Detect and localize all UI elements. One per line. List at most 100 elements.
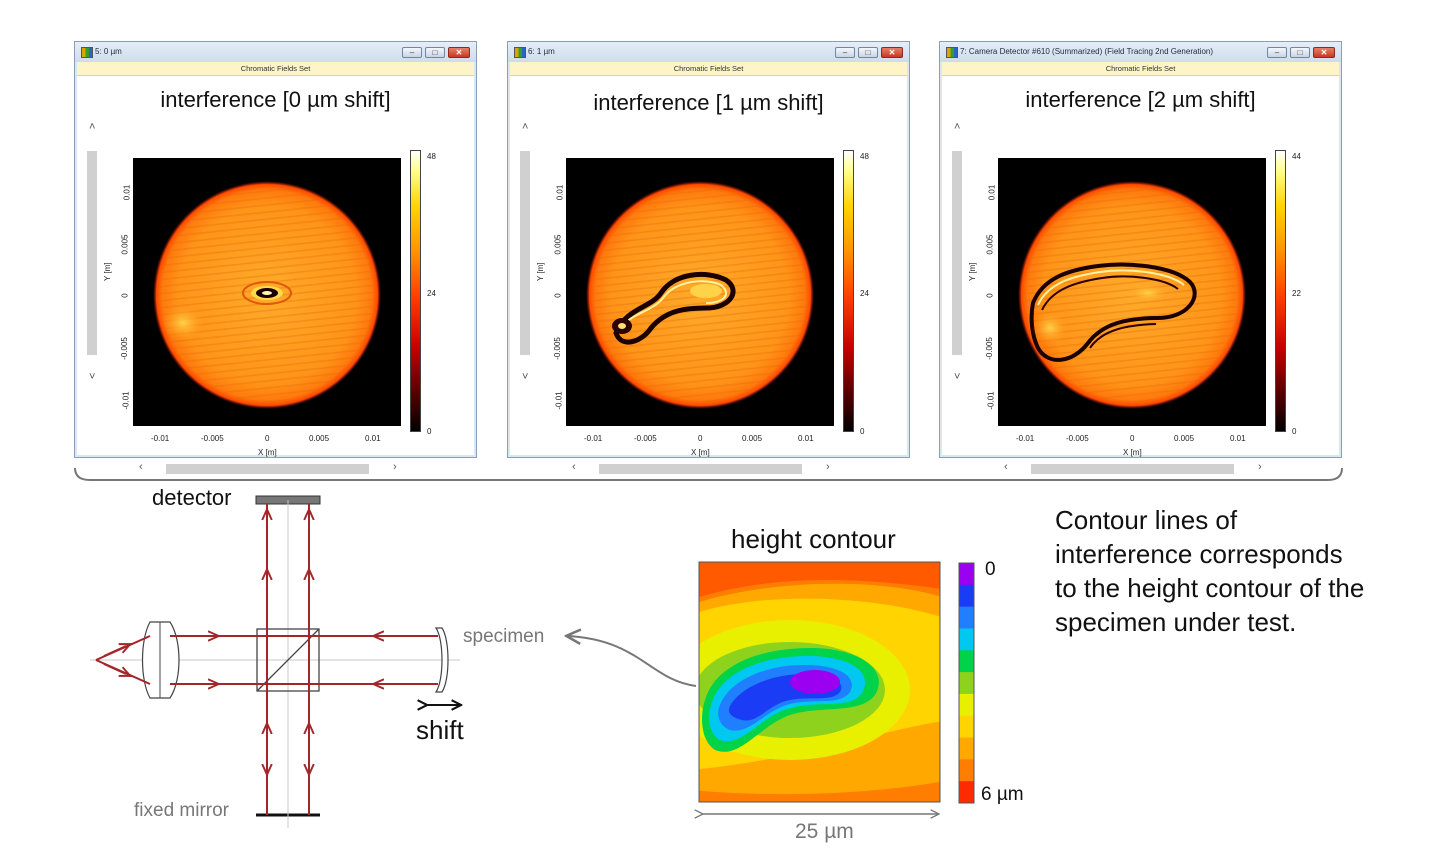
window-subtitle: Chromatic Fields Set bbox=[77, 62, 474, 76]
scroll-up-icon[interactable]: ˄ bbox=[954, 121, 961, 133]
x-tick: 0.01 bbox=[365, 434, 381, 443]
vertical-scrollbar[interactable] bbox=[520, 151, 530, 355]
x-tick: -0.01 bbox=[1016, 434, 1035, 443]
vertical-scrollbar[interactable] bbox=[87, 151, 97, 355]
scale-swatch bbox=[959, 606, 974, 629]
scroll-right-icon[interactable]: › bbox=[1258, 461, 1262, 473]
height-contour-map bbox=[670, 561, 941, 814]
caption-line: Contour lines of bbox=[1055, 505, 1238, 535]
grouping-brace bbox=[74, 467, 1343, 481]
scale-border bbox=[958, 562, 975, 804]
scale-swatch bbox=[959, 715, 974, 739]
x-axis-label: X [m] bbox=[1123, 448, 1142, 457]
scale-swatch bbox=[959, 781, 974, 804]
caption: Contour lines of interference correspond… bbox=[1055, 503, 1364, 639]
colorbar-tick: 0 bbox=[427, 427, 432, 436]
scale-swatch bbox=[959, 759, 974, 782]
scroll-down-icon[interactable]: ˅ bbox=[522, 371, 529, 383]
colorbar-tick: 44 bbox=[1292, 152, 1301, 161]
scale-swatch bbox=[959, 563, 974, 586]
x-tick: 0 bbox=[1130, 434, 1135, 443]
window-titlebar[interactable]: 6: 1 µm – □ ✕ bbox=[508, 42, 909, 62]
x-tick: -0.01 bbox=[151, 434, 170, 443]
colorbar-tick: 48 bbox=[860, 152, 869, 161]
plot-title: interference [0 µm shift] bbox=[160, 87, 391, 112]
scale-top-label: 0 bbox=[985, 559, 996, 580]
vertical-scrollbar[interactable] bbox=[952, 151, 962, 355]
plot-window-1um: 6: 1 µm – □ ✕ Chromatic Fields Set inter… bbox=[507, 41, 910, 474]
minimize-icon[interactable]: – bbox=[402, 47, 422, 58]
colorbar-tick: 0 bbox=[1292, 427, 1297, 436]
plot-window-2um: 7: Camera Detector #610 (Summarized) (Fi… bbox=[939, 41, 1342, 474]
colorbar-tick: 0 bbox=[860, 427, 865, 436]
fixed-mirror-label: fixed mirror bbox=[134, 800, 230, 821]
x-tick: 0.01 bbox=[798, 434, 814, 443]
michelson-setup bbox=[90, 495, 460, 828]
close-icon[interactable]: ✕ bbox=[448, 47, 470, 58]
minimize-icon[interactable]: – bbox=[1267, 47, 1287, 58]
x-tick: -0.005 bbox=[634, 434, 657, 443]
colorbar-tick: 24 bbox=[860, 289, 869, 298]
interference-image bbox=[566, 158, 834, 426]
scroll-left-icon[interactable]: ‹ bbox=[139, 461, 143, 473]
scroll-up-icon[interactable]: ˄ bbox=[522, 121, 529, 133]
scale-swatch bbox=[959, 628, 974, 651]
scale-swatch bbox=[959, 672, 974, 695]
colorbar-tick: 24 bbox=[427, 289, 436, 298]
app-icon bbox=[946, 47, 958, 58]
scale-swatch bbox=[959, 737, 974, 760]
specimen-connector bbox=[568, 636, 697, 687]
window-subtitle: Chromatic Fields Set bbox=[942, 62, 1339, 76]
colorbar bbox=[410, 150, 421, 432]
scale-swatch bbox=[959, 584, 974, 608]
horizontal-scrollbar[interactable] bbox=[166, 464, 369, 474]
plot-pane: interference [2 µm shift] ˄ ˅ ‹ › Y [m] … bbox=[942, 76, 1339, 474]
close-icon[interactable]: ✕ bbox=[1313, 47, 1335, 58]
detector-label: detector bbox=[152, 485, 232, 510]
width-label: 25 µm bbox=[795, 820, 854, 843]
contour-scale bbox=[958, 562, 975, 804]
maximize-icon[interactable]: □ bbox=[858, 47, 878, 58]
maximize-icon[interactable]: □ bbox=[1290, 47, 1310, 58]
scale-swatch bbox=[959, 650, 974, 673]
window-title: 7: Camera Detector #610 (Summarized) (Fi… bbox=[960, 47, 1213, 56]
scroll-down-icon[interactable]: ˅ bbox=[89, 371, 96, 383]
x-tick: 0.01 bbox=[1230, 434, 1246, 443]
close-icon[interactable]: ✕ bbox=[881, 47, 903, 58]
app-icon bbox=[514, 47, 526, 58]
app-icon bbox=[81, 47, 93, 58]
x-tick: -0.005 bbox=[201, 434, 224, 443]
colorbar bbox=[843, 150, 854, 432]
window-title: 5: 0 µm bbox=[95, 47, 122, 56]
x-tick: 0.005 bbox=[742, 434, 763, 443]
interference-image bbox=[998, 158, 1266, 426]
x-axis-label: X [m] bbox=[691, 448, 710, 457]
horizontal-scrollbar[interactable] bbox=[1031, 464, 1234, 474]
x-tick: 0.005 bbox=[1174, 434, 1195, 443]
scroll-down-icon[interactable]: ˅ bbox=[954, 371, 961, 383]
window-subtitle: Chromatic Fields Set bbox=[510, 62, 907, 76]
plot-window-0um: 5: 0 µm – □ ✕ Chromatic Fields Set inter… bbox=[74, 41, 477, 474]
horizontal-scrollbar[interactable] bbox=[599, 464, 802, 474]
specimen-label: specimen bbox=[463, 626, 545, 647]
x-tick: 0 bbox=[698, 434, 703, 443]
scroll-right-icon[interactable]: › bbox=[826, 461, 830, 473]
window-titlebar[interactable]: 7: Camera Detector #610 (Summarized) (Fi… bbox=[940, 42, 1341, 62]
x-tick: 0 bbox=[265, 434, 270, 443]
scroll-left-icon[interactable]: ‹ bbox=[572, 461, 576, 473]
colorbar bbox=[1275, 150, 1286, 432]
shift-label: shift bbox=[416, 715, 464, 745]
maximize-icon[interactable]: □ bbox=[425, 47, 445, 58]
specimen-mirror bbox=[434, 627, 449, 693]
beam-splitter bbox=[256, 628, 320, 692]
minimize-icon[interactable]: – bbox=[835, 47, 855, 58]
window-title: 6: 1 µm bbox=[528, 47, 555, 56]
scale-swatch bbox=[959, 693, 974, 717]
scroll-left-icon[interactable]: ‹ bbox=[1004, 461, 1008, 473]
window-titlebar[interactable]: 5: 0 µm – □ ✕ bbox=[75, 42, 476, 62]
scale-bottom-label: 6 µm bbox=[981, 784, 1024, 805]
caption-line: specimen under test. bbox=[1055, 607, 1297, 637]
scroll-up-icon[interactable]: ˄ bbox=[89, 121, 96, 133]
scroll-right-icon[interactable]: › bbox=[393, 461, 397, 473]
